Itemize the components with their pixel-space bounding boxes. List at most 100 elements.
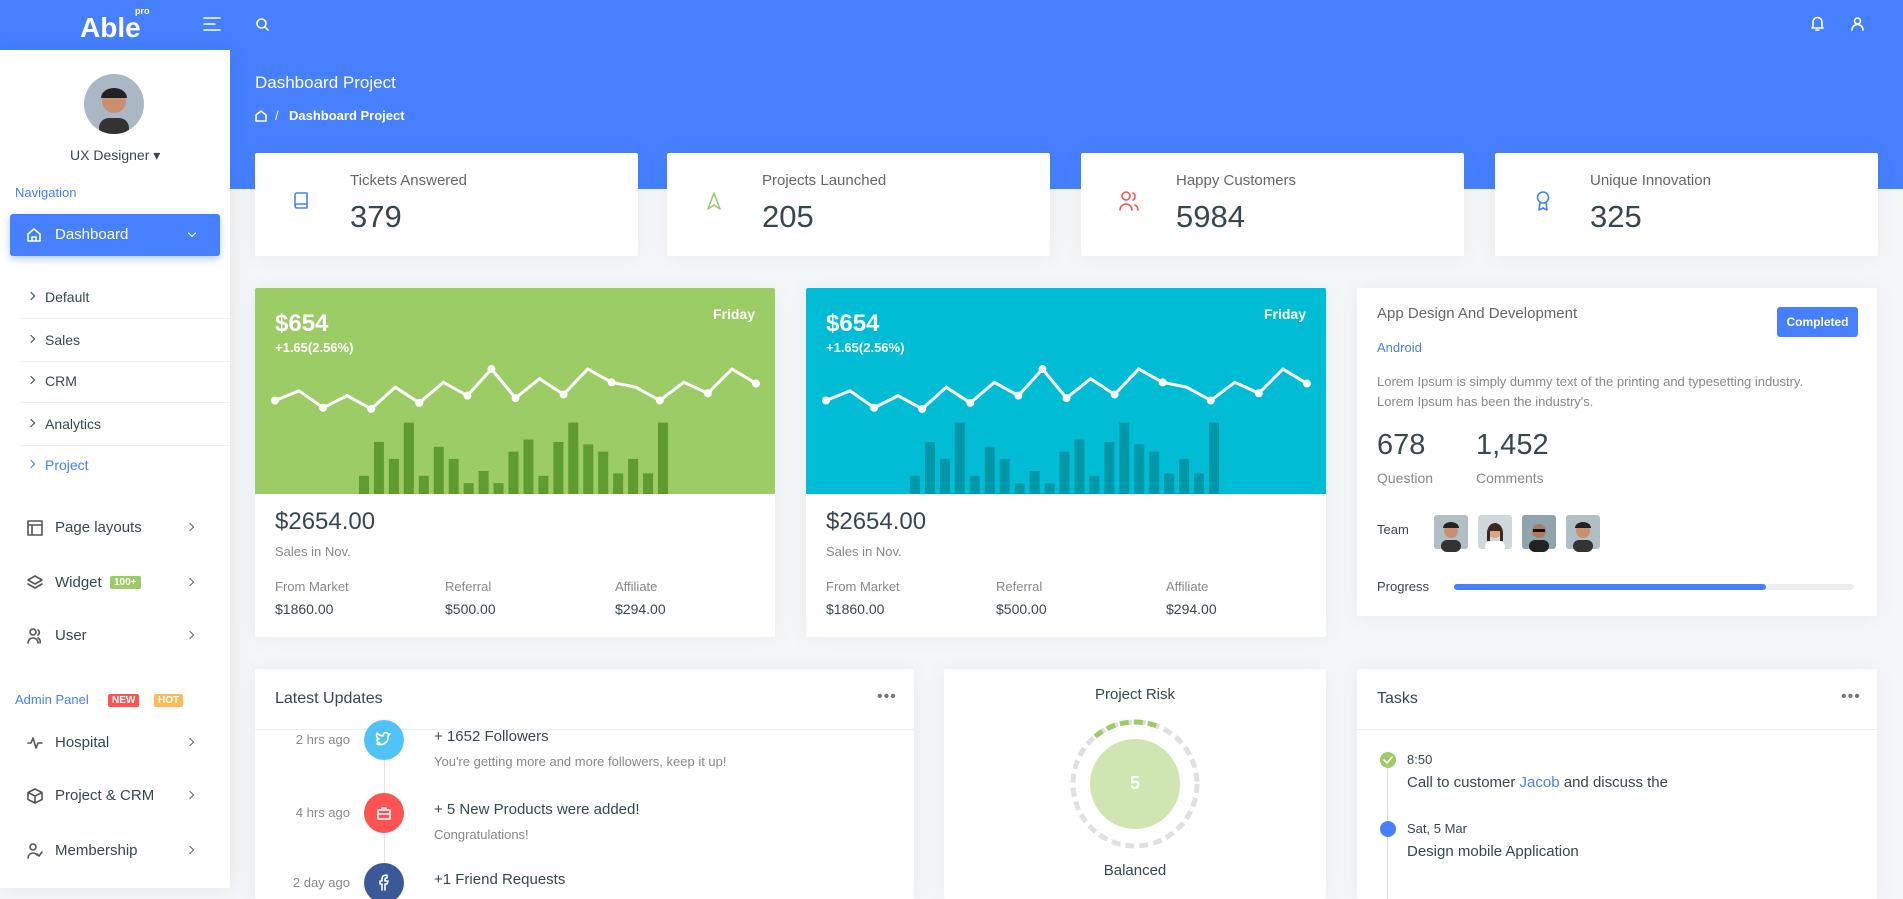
divider — [20, 445, 230, 446]
admin-title: Admin Panel — [15, 692, 89, 707]
menu-item[interactable]: Page layouts — [55, 519, 142, 536]
user-icon[interactable] — [1851, 17, 1864, 31]
stat-icon — [1536, 191, 1550, 211]
divider — [20, 318, 230, 319]
bar — [910, 475, 920, 494]
user-avatar[interactable] — [84, 74, 144, 134]
submenu-item[interactable]: CRM — [45, 373, 77, 389]
bar — [568, 422, 579, 494]
update-title: + 1652 Followers — [434, 728, 549, 745]
comment-label: Comments — [1476, 470, 1544, 486]
bar — [1209, 422, 1219, 494]
update-circle — [364, 863, 404, 899]
project-tag[interactable]: Android — [1377, 340, 1422, 355]
stat-icon-path — [707, 192, 721, 210]
menu-icon-path — [27, 520, 43, 536]
update-circle — [364, 720, 404, 760]
update-time: 4 hrs ago — [295, 805, 350, 820]
bar — [493, 483, 504, 494]
breadcrumb-current[interactable]: Dashboard Project — [289, 108, 405, 123]
comment-count: 1,452 — [1476, 429, 1549, 461]
team-avatar[interactable] — [1478, 515, 1512, 553]
bar — [658, 422, 668, 494]
task-text: Design mobile Application — [1407, 842, 1579, 862]
update-title: +1 Friend Requests — [434, 871, 566, 888]
menu-item[interactable]: User — [55, 627, 87, 644]
point — [319, 403, 328, 412]
updates-card: Latest Updates ••• 2 hrs ago + 1652 Follo… — [255, 669, 914, 899]
updates-menu[interactable]: ••• — [877, 688, 897, 705]
sales-total: $2654.00 — [275, 508, 376, 535]
team-label: Team — [1377, 522, 1409, 537]
team-avatar[interactable] — [1434, 515, 1468, 552]
bar — [359, 475, 369, 494]
menu-icon — [27, 520, 43, 536]
menu-icon — [27, 575, 43, 589]
project-title: App Design And Development — [1377, 305, 1578, 322]
logo[interactable]: Able — [80, 12, 141, 43]
task-text-part: Call to customer — [1407, 774, 1520, 791]
user-name[interactable]: UX Designer ▾ — [70, 147, 161, 163]
menu-item[interactable]: Hospital — [55, 734, 110, 751]
task-link[interactable]: Jacob — [1519, 774, 1560, 791]
bar — [508, 451, 519, 494]
split-label: From Market — [275, 579, 349, 594]
bar — [628, 458, 639, 494]
stat-value: 325 — [1590, 199, 1642, 234]
point — [918, 404, 927, 413]
point — [1062, 394, 1071, 403]
split-label: Referral — [996, 579, 1043, 594]
sales-amount: $654 — [826, 310, 880, 337]
menu-item[interactable]: Project & CRM — [55, 787, 155, 804]
task-dot — [1380, 821, 1396, 837]
menu-toggle[interactable] — [203, 17, 221, 31]
update-title: + 5 New Products were added! — [434, 801, 640, 818]
update-time: 2 day ago — [292, 875, 350, 890]
bar — [403, 422, 414, 494]
user-name-text: UX Designer — [70, 147, 150, 163]
question-label: Question — [1377, 470, 1434, 486]
bar — [463, 483, 474, 494]
point — [1158, 378, 1167, 387]
search-icon[interactable] — [256, 18, 269, 31]
sales-change: +1.65(2.56%) — [275, 340, 354, 355]
bar — [388, 458, 399, 494]
stat-card: Happy Customers 5984 — [1081, 153, 1464, 256]
new-badge: NEW — [108, 694, 140, 707]
task-time: 8:50 — [1407, 752, 1433, 767]
task-time: Sat, 5 Mar — [1407, 821, 1467, 836]
point — [966, 398, 975, 407]
bar — [553, 441, 564, 494]
bar — [538, 475, 549, 494]
task-dot — [1380, 752, 1396, 768]
point — [870, 403, 879, 412]
update-circle — [364, 793, 404, 833]
menu-item[interactable]: Membership — [55, 842, 138, 859]
submenu-item[interactable]: Default — [45, 289, 90, 305]
bar — [1089, 475, 1100, 494]
project-card: App Design And Development Completed And… — [1357, 288, 1877, 616]
point — [367, 404, 376, 413]
active-menu[interactable] — [10, 214, 220, 256]
point — [463, 391, 472, 400]
menu-item[interactable]: Widget — [55, 574, 102, 591]
task-dot-circle — [1380, 752, 1396, 768]
stat-card: Unique Innovation 325 — [1495, 153, 1878, 256]
team-avatar[interactable] — [1566, 515, 1600, 552]
breadcrumb-home[interactable] — [255, 110, 267, 122]
sparkline — [274, 366, 757, 411]
tasks-card: Tasks ••• 8:50 Call to customer Jacob and… — [1357, 669, 1877, 899]
submenu-item[interactable]: Sales — [45, 332, 81, 348]
split-value: $1860.00 — [826, 601, 885, 617]
bar — [583, 444, 594, 494]
menu-icon-path — [27, 788, 43, 804]
team-avatar[interactable] — [1522, 515, 1556, 552]
tasks-menu[interactable]: ••• — [1841, 688, 1861, 705]
menu-icon-path — [27, 575, 43, 589]
submenu-item[interactable]: Project — [45, 457, 89, 473]
bell-icon[interactable] — [1811, 16, 1824, 31]
sidebar — [0, 50, 230, 888]
bar — [924, 441, 935, 494]
submenu-item[interactable]: Analytics — [45, 416, 102, 432]
